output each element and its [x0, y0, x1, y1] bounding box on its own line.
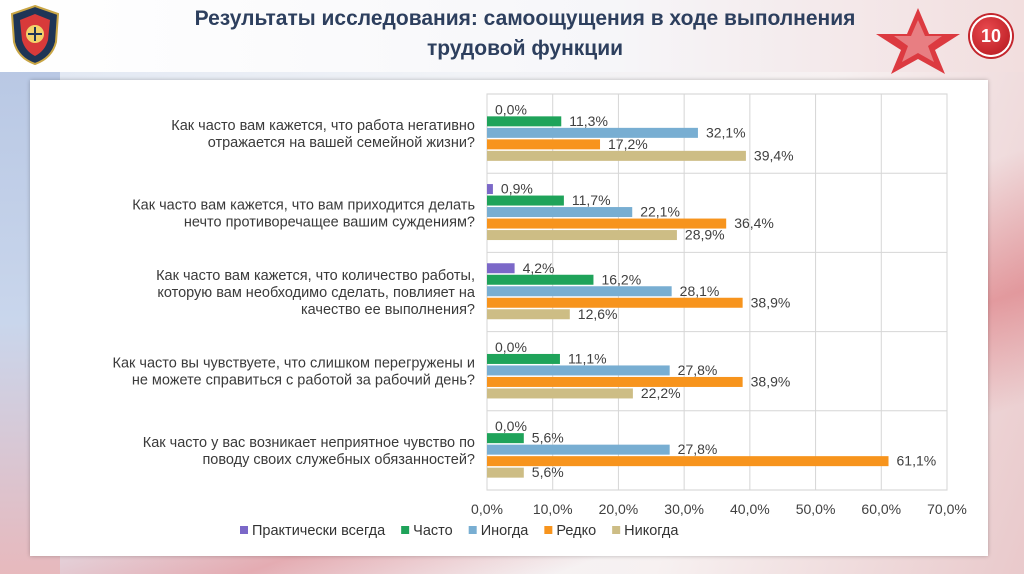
data-label: 5,6% [532, 464, 564, 480]
bar [487, 388, 633, 399]
bar [487, 139, 601, 150]
legend-label: Часто [413, 523, 453, 539]
bar [487, 433, 524, 444]
data-label: 5,6% [532, 430, 564, 446]
slide-header: Результаты исследования: самоощущения в … [0, 0, 1024, 74]
bar [487, 365, 670, 376]
bar [487, 230, 677, 241]
data-label: 61,1% [897, 453, 937, 469]
title-line-1: Результаты исследования: самоощущения в … [194, 7, 856, 30]
x-tick-label: 10,0% [533, 501, 573, 517]
bar [487, 274, 594, 285]
bar [487, 207, 633, 218]
data-label: 36,4% [734, 215, 774, 231]
legend-label: Никогда [624, 523, 679, 539]
data-label: 22,2% [641, 385, 681, 401]
data-label: 0,0% [495, 418, 527, 434]
data-label: 0,9% [501, 181, 533, 197]
data-label: 38,9% [751, 294, 791, 310]
title-line-2: трудовой функции [426, 37, 624, 60]
bar [487, 116, 562, 127]
x-tick-label: 30,0% [664, 501, 704, 517]
category-label: Как часто вам кажется, что количество ра… [156, 268, 476, 318]
legend-swatch [468, 526, 477, 534]
bar [487, 467, 524, 478]
bar [487, 297, 743, 308]
page-title: Результаты исследования: самоощущения в … [90, 4, 960, 64]
category-label: Как часто вам кажется, что работа негати… [171, 118, 475, 151]
x-tick-label: 50,0% [796, 501, 836, 517]
bar [487, 376, 743, 387]
bar-chart: Как часто вам кажется, что работа негати… [113, 93, 967, 539]
category-label: Как часто вам кажется, что вам приходитс… [132, 197, 475, 230]
bar [487, 127, 698, 138]
data-label: 16,2% [601, 271, 641, 287]
legend-label: Иногда [481, 523, 530, 539]
bar [487, 456, 889, 467]
data-label: 27,8% [678, 441, 718, 457]
data-label: 17,2% [608, 136, 648, 152]
x-tick-label: 40,0% [730, 501, 770, 517]
data-label: 27,8% [678, 362, 718, 378]
bar [487, 353, 560, 364]
bar [487, 195, 564, 206]
bar [487, 286, 672, 297]
red-star-icon [876, 8, 960, 74]
bar [487, 150, 746, 161]
data-label: 11,3% [569, 113, 608, 129]
legend-swatch [401, 526, 410, 534]
category-label: Как часто у вас возникает неприятное чув… [143, 435, 475, 468]
legend-swatch [544, 526, 553, 534]
data-label: 28,1% [680, 283, 720, 299]
category-label: Как часто вы чувствуете, что слишком пер… [113, 356, 475, 389]
bar [487, 309, 570, 320]
bar [487, 218, 727, 229]
data-label: 4,2% [523, 260, 555, 276]
data-label: 12,6% [578, 306, 618, 322]
legend-label: Практически всегда [252, 523, 386, 539]
data-label: 38,9% [751, 373, 791, 389]
data-label: 11,7% [572, 192, 611, 208]
x-tick-label: 70,0% [927, 501, 967, 517]
data-label: 22,1% [640, 204, 680, 220]
university-shield-icon [10, 4, 60, 66]
x-tick-label: 60,0% [861, 501, 901, 517]
legend-label: Редко [556, 523, 596, 539]
x-tick-label: 20,0% [599, 501, 639, 517]
page-number-badge: 10 [970, 15, 1012, 57]
data-label: 0,0% [495, 101, 527, 117]
bar [487, 263, 515, 274]
data-label: 32,1% [706, 124, 746, 140]
x-tick-label: 0,0% [471, 501, 503, 517]
data-label: 39,4% [754, 147, 794, 163]
data-label: 11,1% [568, 350, 607, 366]
bar [487, 184, 493, 195]
legend-swatch [612, 526, 621, 534]
data-label: 28,9% [685, 227, 725, 243]
bar [487, 444, 670, 455]
data-label: 0,0% [495, 339, 527, 355]
legend-swatch [240, 526, 248, 534]
